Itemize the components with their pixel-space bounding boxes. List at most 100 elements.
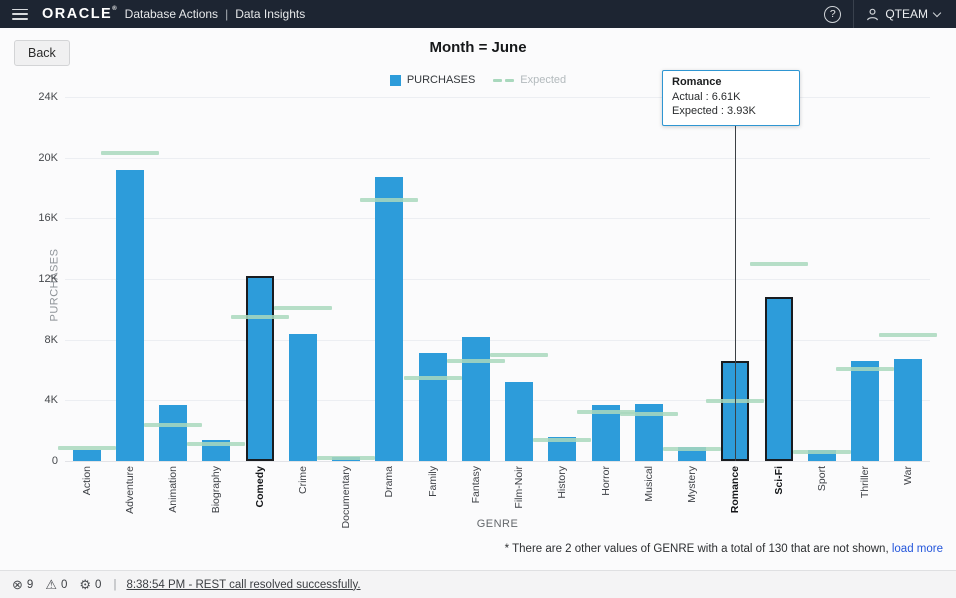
load-more-link[interactable]: load more <box>891 543 943 555</box>
bar-sci-fi[interactable] <box>764 297 793 461</box>
expected-marker-film-noir <box>490 352 549 357</box>
x-tick-label-drama: Drama <box>383 466 396 498</box>
purchases-swatch-icon <box>389 74 401 86</box>
x-tick-label-adventure: Adventure <box>123 466 136 514</box>
app-title: Database Actions <box>124 7 219 21</box>
bar-thriller[interactable] <box>851 360 880 461</box>
bar-family[interactable] <box>418 353 447 461</box>
expected-marker-war <box>879 333 938 338</box>
footnote-text: * There are 2 other values of GENRE with… <box>504 543 889 555</box>
tooltip-expected: Expected : 3.93K <box>672 105 756 118</box>
processes-count: 0 <box>95 578 102 591</box>
chart-legend: PURCHASES Expected <box>0 74 956 86</box>
y-tick-label: 24K <box>38 91 58 103</box>
legend-item-purchases[interactable]: PURCHASES <box>389 74 476 86</box>
user-menu[interactable]: QTEAM <box>866 7 942 21</box>
back-button[interactable]: Back <box>14 40 70 66</box>
legend-purchases-label: PURCHASES <box>406 74 476 86</box>
x-tick-label-film-noir: Film-Noir <box>513 466 526 509</box>
y-tick-label: 20K <box>38 151 58 164</box>
gridline <box>65 461 930 462</box>
tooltip-category: Romance <box>672 76 722 88</box>
x-tick-label-romance: Romance <box>729 466 742 514</box>
x-axis-title: GENRE <box>476 518 519 530</box>
oracle-logo: ORACLE® <box>42 6 117 22</box>
warnings-icon[interactable]: ⚠ <box>45 576 57 592</box>
bar-war[interactable] <box>894 359 923 461</box>
expected-marker-biography <box>187 442 246 447</box>
expected-marker-thriller <box>836 367 895 372</box>
bar-comedy[interactable] <box>245 275 274 461</box>
bar-adventure[interactable] <box>115 169 144 461</box>
x-tick-label-documentary: Documentary <box>340 466 353 529</box>
expected-dash-icon <box>493 78 515 82</box>
bar-fantasy[interactable] <box>461 336 490 461</box>
chart-tooltip: Romance Actual : 6.61K Expected : 3.93K <box>662 70 800 126</box>
help-glyph: ? <box>829 8 836 20</box>
warnings-count: 0 <box>60 578 68 591</box>
bar-action[interactable] <box>72 450 101 461</box>
legend-expected-label: Expected <box>520 74 567 86</box>
x-tick-label-mystery: Mystery <box>686 466 699 503</box>
gridline <box>65 218 930 220</box>
statusbar-separator: | <box>113 578 117 591</box>
menu-icon[interactable] <box>12 8 28 20</box>
registered-mark: ® <box>112 6 117 12</box>
x-tick-label-history: History <box>556 466 569 499</box>
expected-marker-adventure <box>100 151 159 156</box>
chevron-down-icon <box>932 8 942 17</box>
expected-marker-fantasy <box>446 358 505 363</box>
gridline <box>65 400 930 402</box>
expected-marker-horror <box>576 410 635 415</box>
footnote: * There are 2 other values of GENRE with… <box>505 543 943 555</box>
y-tick-label: 0 <box>51 455 58 467</box>
errors-count: 9 <box>26 578 34 591</box>
person-icon <box>867 8 879 20</box>
status-message-link[interactable]: 8:38:54 PM - REST call resolved successf… <box>126 578 361 591</box>
expected-marker-documentary <box>317 455 376 460</box>
expected-marker-history <box>533 437 592 442</box>
x-tick-label-sport: Sport <box>815 466 828 492</box>
x-tick-label-sci-fi: Sci-Fi <box>772 466 785 495</box>
errors-icon[interactable]: ⊗ <box>12 576 23 592</box>
gridline <box>65 97 930 98</box>
y-tick-label: 16K <box>38 212 58 225</box>
expected-marker-crime <box>273 305 332 310</box>
expected-marker-animation <box>144 422 203 427</box>
tooltip-connector <box>735 108 737 461</box>
bar-animation[interactable] <box>159 404 188 461</box>
expected-marker-musical <box>619 411 678 416</box>
processes-icon[interactable]: ⚙ <box>79 576 92 592</box>
bar-horror[interactable] <box>591 404 620 461</box>
gridline <box>65 157 930 159</box>
expected-marker-sci-fi <box>749 261 808 266</box>
chart-title: Month = June <box>429 39 527 56</box>
x-tick-label-fantasy: Fantasy <box>469 466 482 504</box>
status-bar: ⊗ 9 ⚠ 0 ⚙ 0 | 8:38:54 PM - REST call res… <box>0 570 956 598</box>
tooltip-actual: Actual : 6.61K <box>672 91 741 103</box>
y-tick-label: 8K <box>44 333 58 346</box>
gridline <box>65 339 930 341</box>
help-icon[interactable]: ? <box>824 5 842 23</box>
x-tick-label-horror: Horror <box>599 466 612 496</box>
top-header: ORACLE® Database Actions | Data Insights… <box>0 0 956 28</box>
page-title: Data Insights <box>235 7 306 21</box>
x-tick-label-thriller: Thriller <box>859 466 872 499</box>
y-tick-label: 4K <box>44 394 58 407</box>
bar-sport[interactable] <box>807 450 836 461</box>
gridline <box>65 279 930 280</box>
bar-crime[interactable] <box>288 333 317 461</box>
expected-marker-family <box>403 375 462 380</box>
x-tick-label-family: Family <box>426 466 439 497</box>
header-separator <box>853 0 855 28</box>
x-tick-label-crime: Crime <box>296 466 309 494</box>
bar-drama[interactable] <box>375 177 404 461</box>
legend-item-expected[interactable]: Expected <box>493 74 566 86</box>
x-tick-label-comedy: Comedy <box>253 466 266 508</box>
header-divider: | <box>225 7 229 21</box>
x-tick-label-biography: Biography <box>210 466 223 514</box>
bar-film-noir[interactable] <box>505 382 534 461</box>
x-tick-label-action: Action <box>80 466 93 496</box>
